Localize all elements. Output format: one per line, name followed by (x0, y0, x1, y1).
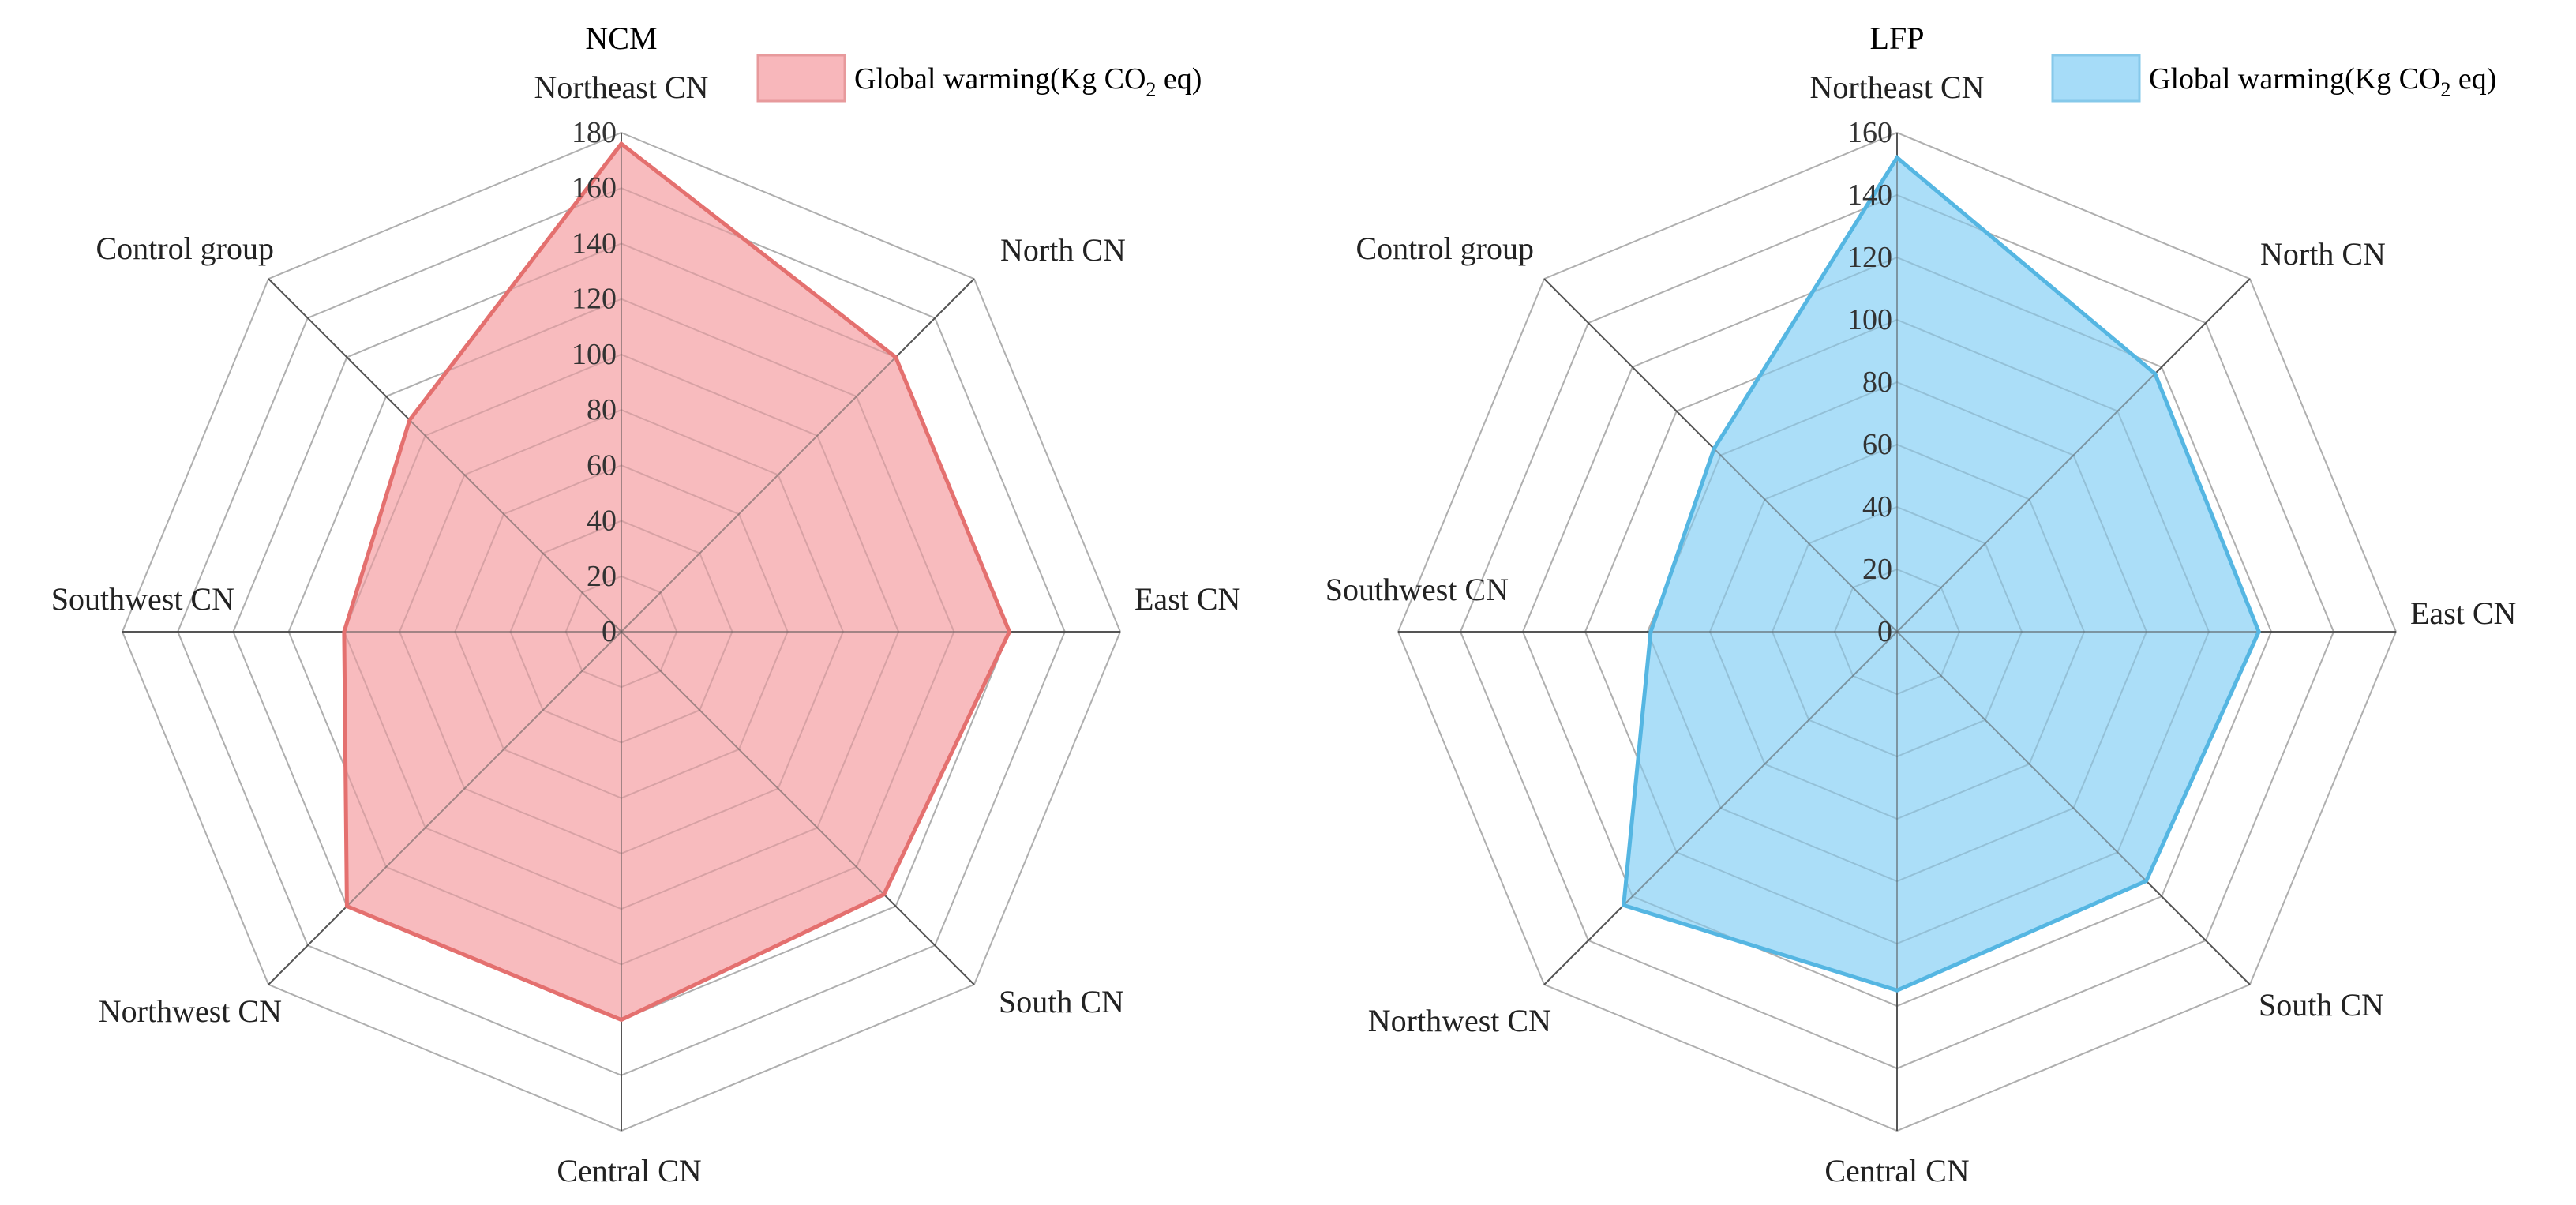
ncm-series-outline (342, 141, 1012, 1023)
lfp-series-outline (1621, 154, 2261, 993)
ncm-radial-tick-labels: 0 20 40 60 80 100 120 140 160 180 (572, 116, 617, 648)
lfp-category-label: Central CN (1824, 1153, 1969, 1188)
lfp-radial-tick-labels: 0 20 40 60 80 100 120 140 160 (1847, 116, 1892, 648)
lfp-category-label: Northeast CN (1809, 69, 1984, 105)
ncm-axis-overlay (621, 631, 975, 985)
ncm-tick-label: 180 (572, 116, 617, 149)
lfp-tick-label: 80 (1862, 366, 1892, 399)
ncm-category-label: Central CN (557, 1153, 701, 1188)
lfp-radar-chart: 0 20 40 60 80 100 120 140 160 Northeast CN North … (1325, 21, 2517, 1188)
ncm-category-label: Southwest CN (51, 581, 234, 617)
ncm-category-label: East CN (1134, 581, 1240, 617)
ncm-category-label: Northwest CN (99, 993, 282, 1029)
lfp-category-label: Control group (1355, 231, 1534, 266)
lfp-legend-swatch (2051, 54, 2141, 103)
ncm-tick-label: 140 (572, 227, 617, 260)
ncm-category-label: North CN (1000, 232, 1126, 268)
ncm-legend-swatch (756, 54, 846, 103)
ncm-category-label: Northeast CN (534, 69, 708, 105)
ncm-axis-overlay (621, 278, 975, 633)
ncm-legend: Global warming(Kg CO2 eq) (756, 54, 1202, 103)
lfp-category-label: North CN (2260, 236, 2386, 272)
ncm-axis-overlay (268, 278, 622, 633)
lfp-legend-subscript: 2 (2440, 78, 2450, 101)
lfp-legend: Global warming(Kg CO2 eq) (2051, 54, 2496, 103)
ncm-tick-label: 0 (602, 615, 617, 648)
ncm-axis-overlay (268, 631, 622, 985)
ncm-tick-label: 40 (587, 505, 617, 538)
lfp-tick-label: 120 (1847, 241, 1892, 274)
lfp-tick-label: 60 (1862, 428, 1892, 461)
ncm-legend-suffix: eq) (1156, 62, 1202, 96)
lfp-tick-label: 140 (1847, 178, 1892, 212)
lfp-category-labels: Northeast CN North CN East CN South CN Centr… (1325, 69, 2517, 1188)
ncm-legend-label: Global warming(Kg CO2 eq) (854, 62, 1202, 101)
lfp-category-label: South CN (2259, 987, 2384, 1023)
lfp-tick-label: 20 (1862, 553, 1892, 586)
ncm-tick-label: 80 (587, 393, 617, 426)
ncm-series (121, 131, 1122, 1132)
lfp-legend-suffix: eq) (2450, 62, 2496, 96)
lfp-tick-label: 160 (1847, 116, 1892, 149)
ncm-tick-label: 120 (572, 283, 617, 316)
ncm-category-labels: Northeast CN North CN East CN South CN Centr… (51, 69, 1241, 1188)
lfp-series (1397, 131, 2398, 1132)
lfp-tick-label: 40 (1862, 490, 1892, 524)
ncm-category-label: South CN (999, 984, 1124, 1019)
lfp-category-label: Southwest CN (1325, 572, 1509, 607)
ncm-tick-label: 160 (572, 171, 617, 205)
lfp-tick-label: 0 (1877, 615, 1892, 648)
lfp-axis-overlay (1896, 278, 2251, 633)
lfp-legend-main: Global warming(Kg CO (2149, 62, 2440, 96)
lfp-axis-overlay (1543, 631, 1898, 985)
lfp-series-area (1623, 157, 2259, 991)
ncm-tick-label: 60 (587, 449, 617, 482)
lfp-category-label: East CN (2410, 595, 2516, 631)
lfp-legend-label: Global warming(Kg CO2 eq) (2149, 62, 2496, 101)
ncm-category-label: Control group (96, 231, 274, 266)
lfp-category-label: Northwest CN (1368, 1003, 1551, 1038)
ncm-tick-label: 20 (587, 560, 617, 593)
ncm-tick-label: 100 (572, 338, 617, 371)
ncm-chart-title: NCM (585, 21, 657, 56)
ncm-legend-main: Global warming(Kg CO (854, 62, 1146, 96)
lfp-tick-label: 100 (1847, 303, 1892, 336)
ncm-series-area (343, 144, 1010, 1020)
ncm-legend-subscript: 2 (1146, 78, 1156, 101)
lfp-axis-overlay (1543, 278, 1898, 633)
lfp-chart-title: LFP (1870, 21, 1925, 56)
lfp-axis-overlay (1896, 631, 2251, 985)
